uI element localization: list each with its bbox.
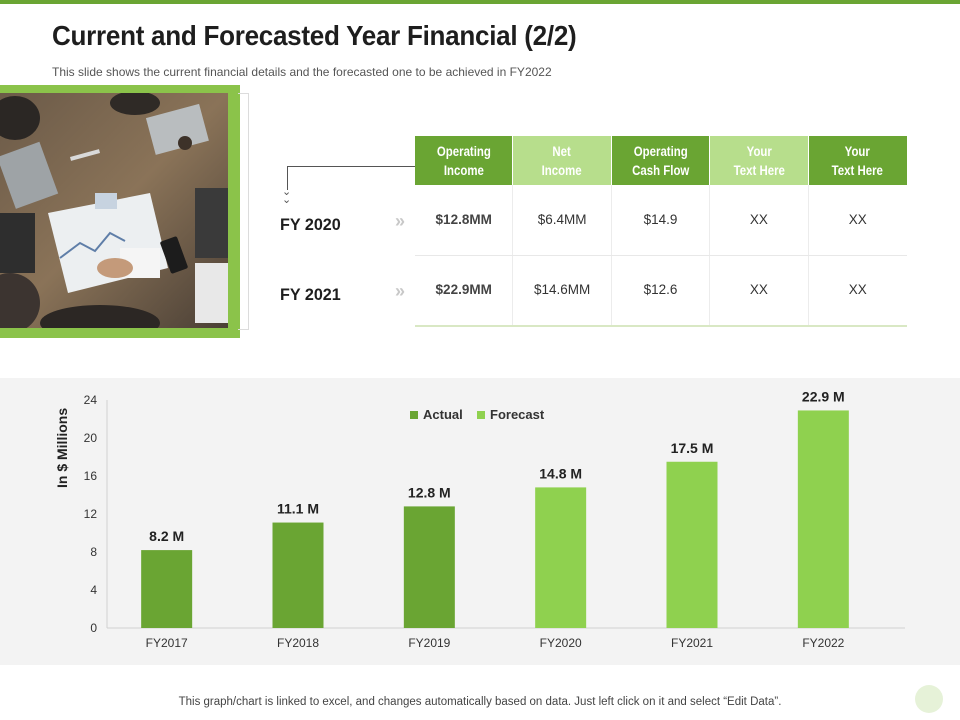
x-tick-label: FY2017 — [146, 636, 188, 650]
x-tick-label: FY2018 — [277, 636, 319, 650]
financial-table: Operating Income Net Income Operating Cash … — [415, 136, 907, 327]
legend-swatch — [477, 411, 485, 419]
table-cell: XX — [710, 256, 809, 325]
y-tick-label: 8 — [90, 545, 97, 559]
y-tick-label: 24 — [84, 393, 98, 407]
legend-swatch — [410, 411, 418, 419]
x-tick-label: FY2019 — [408, 636, 450, 650]
double-chevron-right-icon: » — [395, 281, 406, 301]
bar — [797, 410, 849, 628]
connector-line — [287, 166, 415, 167]
header-net-income: Net Income — [513, 136, 612, 185]
y-tick-label: 12 — [84, 507, 98, 521]
y-tick-label: 0 — [90, 621, 97, 635]
table-cell: $12.6 — [612, 256, 711, 325]
double-chevron-right-icon: » — [395, 211, 406, 231]
bar — [272, 522, 324, 628]
row-label-fy2021: FY 2021 — [280, 285, 341, 304]
table-cell: XX — [848, 211, 867, 227]
bar-data-label: 12.8 M — [408, 484, 451, 500]
row-label-fy2020: FY 2020 — [280, 215, 341, 234]
bar-chart[interactable]: 0 4 8 12 16 20 24 Actual Forecast 8.2 M FY2017 11.1… — [0, 378, 960, 665]
decorative-circle — [915, 685, 943, 713]
top-accent-bar — [0, 0, 960, 4]
x-tick-label: FY2022 — [802, 636, 844, 650]
table-cell: $14.9 — [612, 185, 711, 255]
bar — [666, 461, 718, 628]
x-tick-label: FY2021 — [671, 636, 713, 650]
table-row: $12.8MM $6.4MM $14.9 XX XX — [415, 185, 907, 256]
connector-line-vertical — [287, 166, 288, 190]
y-tick-label: 16 — [84, 469, 98, 483]
footer-note: This graph/chart is linked to excel, and… — [178, 696, 782, 708]
y-tick-label: 20 — [84, 431, 98, 445]
y-tick-label: 4 — [90, 583, 97, 597]
slide-subtitle: This slide shows the current financial d… — [52, 65, 552, 79]
bar-data-label: 8.2 M — [149, 528, 184, 544]
meeting-photo — [0, 93, 228, 328]
bar-data-label: 22.9 M — [802, 388, 845, 404]
table-cell: XX — [710, 185, 809, 255]
photo-outline — [238, 93, 249, 330]
table-cell: $14.6MM — [513, 256, 612, 325]
table-cell: XX — [848, 282, 867, 297]
legend-label: Actual — [423, 407, 463, 422]
slide-title: Current and Forecasted Year Financial (2… — [52, 20, 577, 51]
table-header-row: Operating Income Net Income Operating Cash … — [415, 136, 907, 185]
bar — [535, 487, 587, 628]
bar-data-label: 17.5 M — [671, 440, 714, 456]
bar-data-label: 11.1 M — [277, 501, 319, 517]
header-your-text-2: Your Text Here — [808, 136, 907, 185]
legend-label: Forecast — [490, 407, 545, 422]
bar — [141, 550, 193, 628]
header-operating-income: Operating Income — [415, 136, 514, 185]
table-cell: $6.4MM — [513, 185, 612, 255]
header-operating-cash-flow: Operating Cash Flow — [611, 136, 711, 185]
table-row: $22.9MM $14.6MM $12.6 XX XX — [415, 256, 907, 327]
bar-data-label: 14.8 M — [539, 465, 582, 481]
table-cell: $12.8MM — [415, 185, 514, 255]
y-axis-title: In $ Millions — [54, 407, 70, 488]
bar — [403, 506, 455, 628]
header-your-text-1: Your Text Here — [710, 136, 809, 185]
table-cell: $22.9MM — [415, 256, 514, 325]
x-tick-label: FY2020 — [540, 636, 582, 650]
double-chevron-down-icon: ⌄ ⌄ — [282, 186, 292, 206]
